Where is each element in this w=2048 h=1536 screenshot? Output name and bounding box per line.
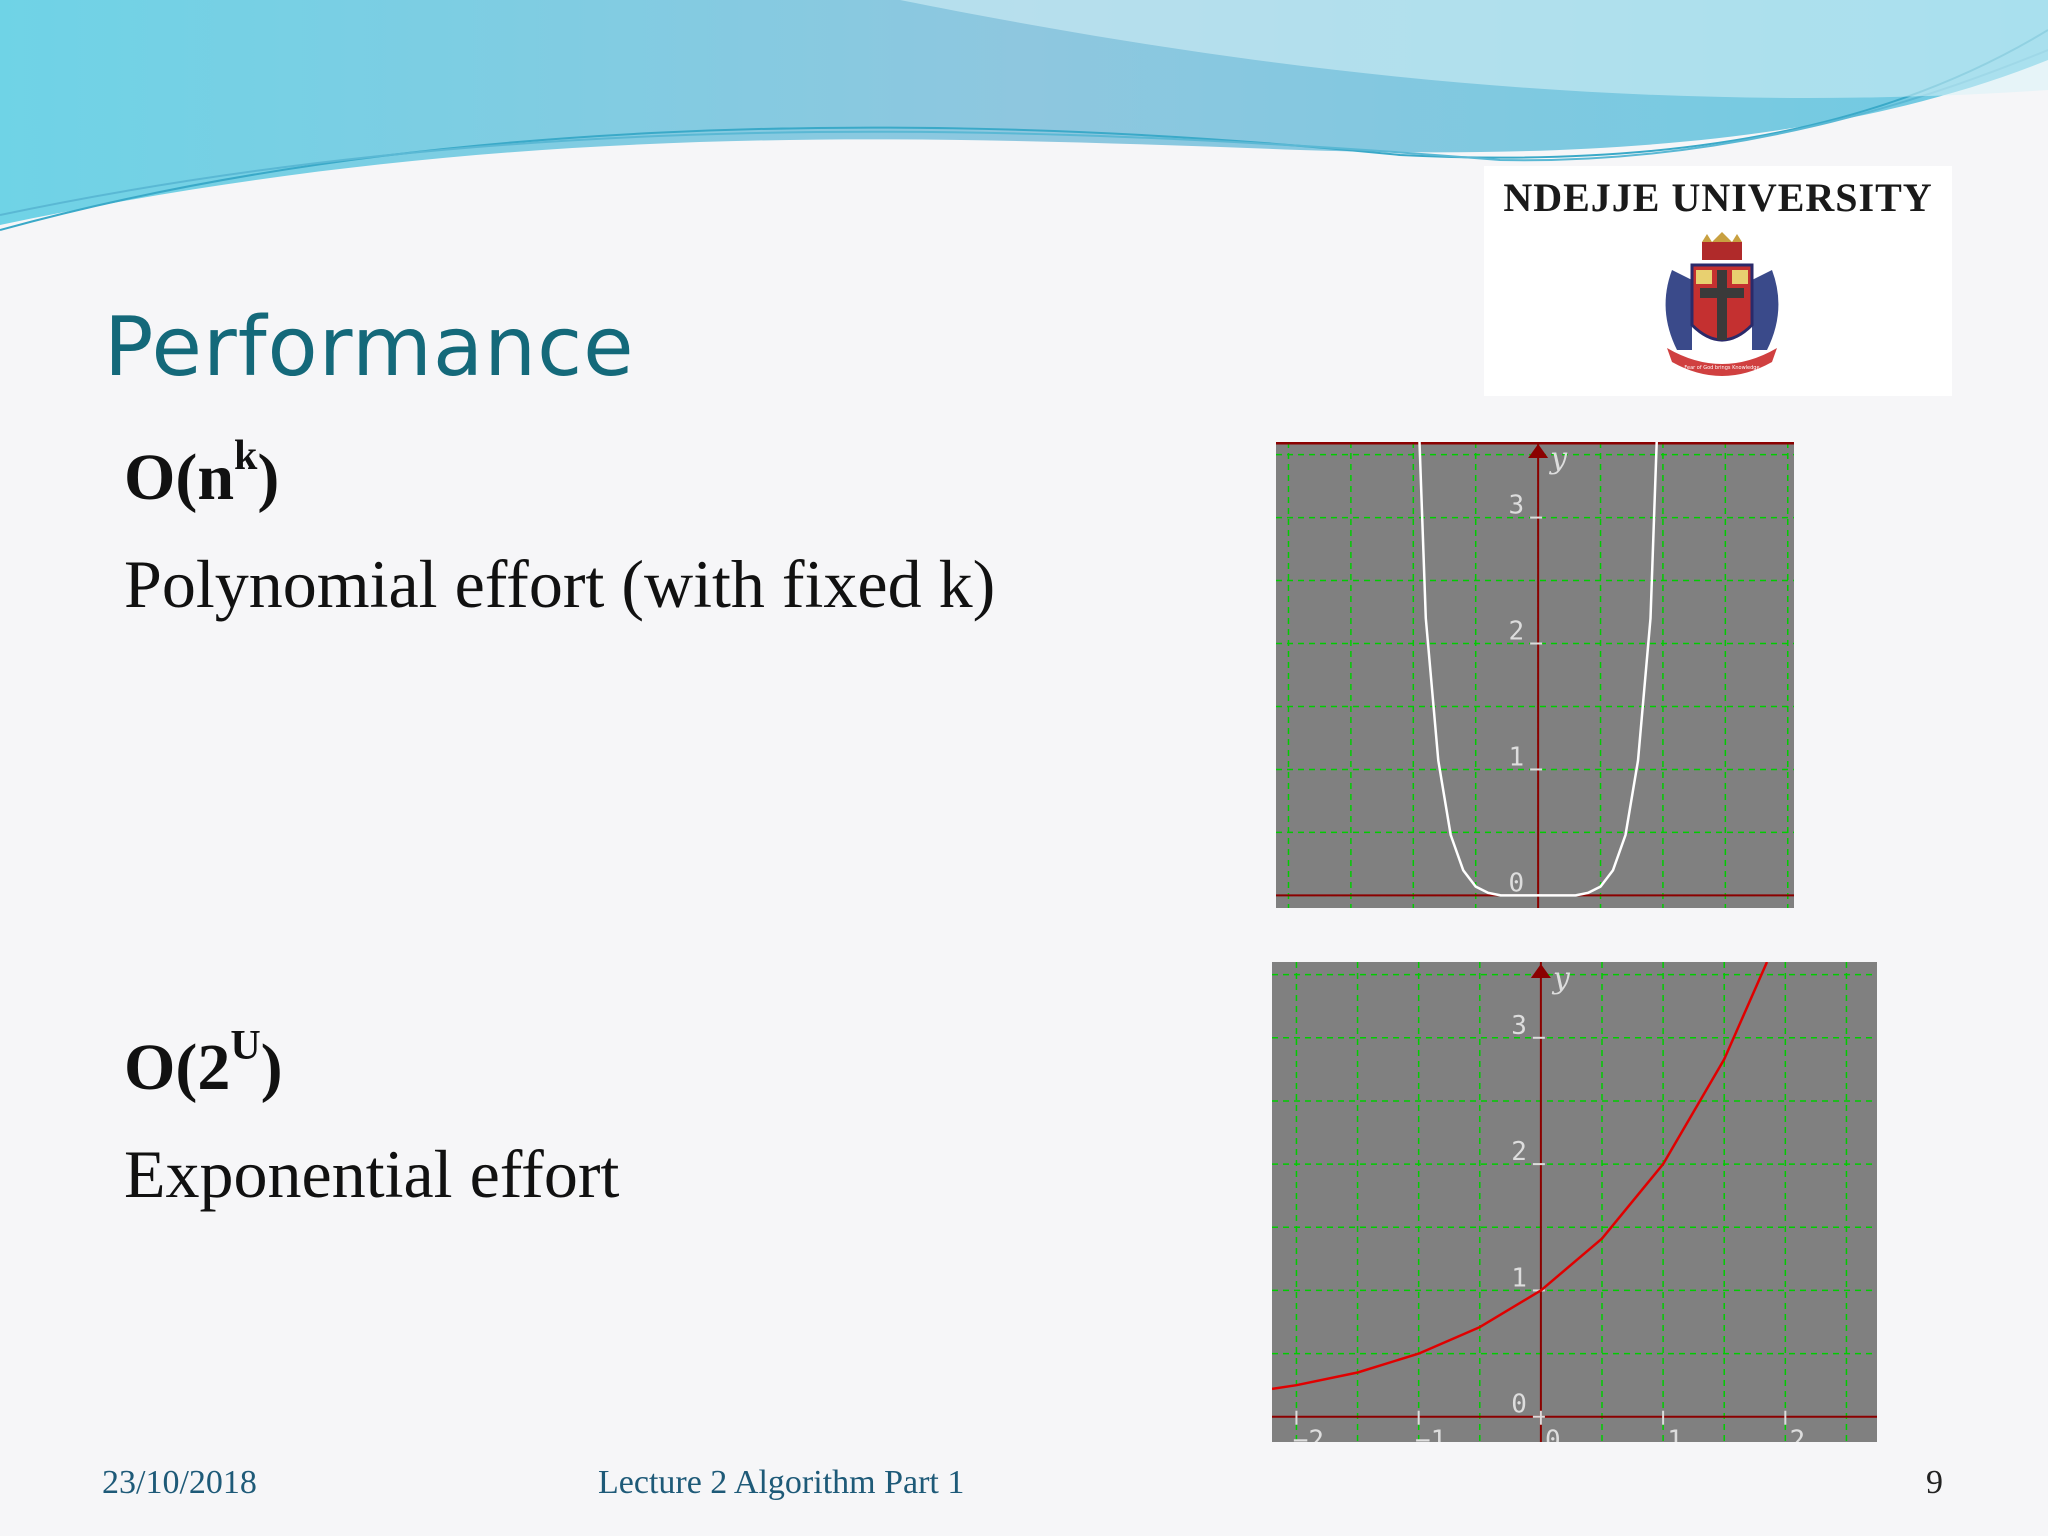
university-name: NDEJJE UNIVERSITY: [1503, 175, 1933, 220]
series-line: [1272, 962, 1769, 1391]
polynomial-description: Polynomial effort (with fixed k): [124, 546, 996, 622]
y-axis-arrow: [1528, 444, 1549, 458]
polynomial-plot: y 0 1 2 3: [1276, 442, 1794, 908]
notation-base: O(n: [124, 441, 235, 514]
header-wave-decoration: [0, 0, 2048, 231]
y-axis-arrow: [1530, 964, 1551, 978]
page-number: 9: [1926, 1464, 1943, 1501]
notation-close: ): [260, 1031, 283, 1104]
notation-base: O(2: [124, 1031, 231, 1104]
exponential-description: Exponential effort: [124, 1136, 620, 1212]
y-tick-label: 2: [1508, 617, 1524, 647]
x-tick-label: 0: [1545, 1426, 1561, 1442]
university-crest-icon: Fear of God brings Knowledge: [1665, 232, 1779, 376]
exponential-notation: O(2U): [124, 1023, 283, 1106]
footer-date: 23/10/2018: [102, 1464, 257, 1501]
slide-title: Performance: [104, 300, 635, 395]
notation-exponent: U: [230, 1023, 261, 1069]
y-tick-label: 2: [1511, 1137, 1527, 1167]
polynomial-notation: O(nk): [124, 433, 280, 516]
y-tick-label: 0: [1511, 1390, 1527, 1420]
footer-course: Lecture 2 Algorithm Part 1: [598, 1464, 965, 1501]
x-tick-label: 1: [1667, 1426, 1683, 1442]
x-tick-label: −2: [1293, 1426, 1324, 1442]
series-line: [1418, 442, 1658, 897]
y-tick-label: 3: [1511, 1011, 1527, 1041]
university-logo: NDEJJE UNIVERSITY Fear of God brings Kno…: [1484, 166, 1952, 396]
notation-close: ): [257, 441, 280, 514]
x-tick-label: 2: [1790, 1426, 1806, 1442]
y-tick-label: 1: [1511, 1263, 1527, 1293]
x-tick-label: −1: [1415, 1426, 1446, 1442]
y-axis-label: y: [1548, 442, 1568, 476]
y-tick-label: 3: [1508, 491, 1524, 521]
y-axis-label: y: [1551, 962, 1571, 996]
y-tick-label: 1: [1508, 742, 1524, 772]
y-tick-label: 0: [1508, 868, 1524, 898]
crest-motto: Fear of God brings Knowledge: [1684, 365, 1759, 371]
notation-exponent: k: [234, 433, 258, 479]
exponential-plot: y 0 1 2 3 −2 −1 0 1 2: [1272, 962, 1877, 1442]
